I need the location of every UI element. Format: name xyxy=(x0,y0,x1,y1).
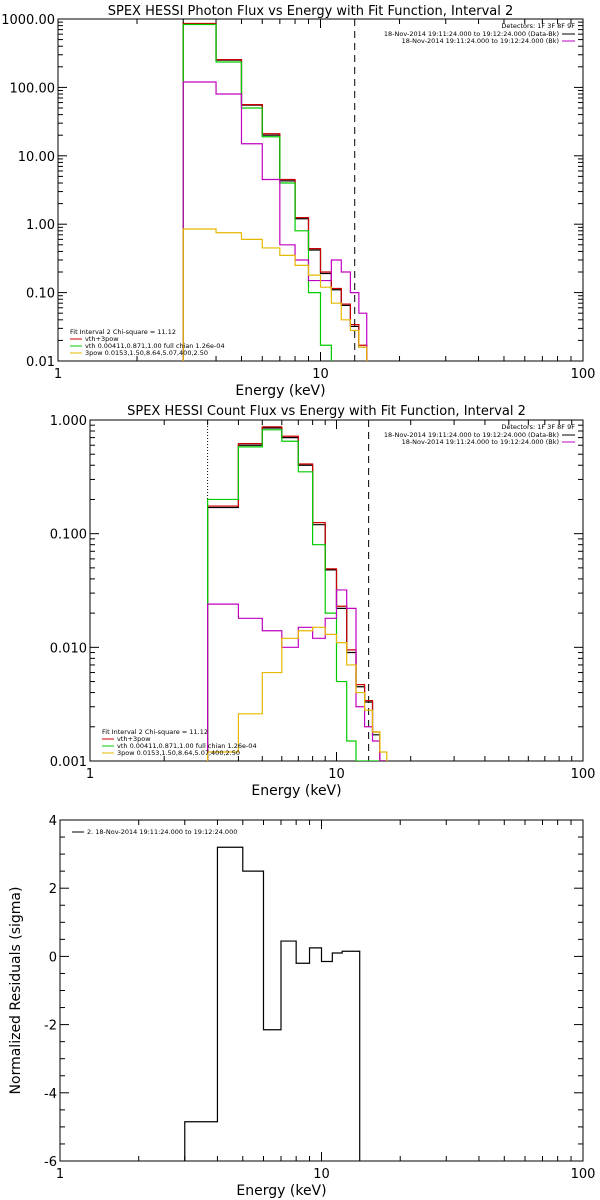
panel-2: SPEX HESSI Count Flux vs Energy with Fit… xyxy=(50,404,596,799)
panel-3: 1 10 100 Energy (keV) -6 -4 -2 0 2 4 Normalized Re… xyxy=(8,814,595,1199)
x-axis: 1 10 100 Energy (keV) xyxy=(54,19,596,399)
y-axis: 0.01 0.10 1.00 10.00 100.00 1000.00 xyxy=(1,13,583,370)
series-line-1 xyxy=(207,427,387,761)
series-line-5 xyxy=(207,626,388,761)
series-line-2 xyxy=(207,426,387,761)
y-tick-label: 4 xyxy=(49,814,57,829)
x-tick-label: 1 xyxy=(54,367,62,382)
y-tick-label: 0.10 xyxy=(26,287,55,302)
series-line-1 xyxy=(182,23,368,361)
series-group xyxy=(184,846,361,1161)
series-line-4 xyxy=(182,81,368,361)
x-tick-label: 100 xyxy=(571,1167,596,1182)
x-axis: 1 10 100 Energy (keV) xyxy=(86,420,596,799)
panel-1: SPEX HESSI Photon Flux vs Energy with Fi… xyxy=(1,4,595,399)
legend-entry: 18-Nov-2014 19:11:24.000 to 19:12:24.000… xyxy=(402,37,559,45)
y-tick-label: -2 xyxy=(44,1019,57,1034)
x-axis-label: Energy (keV) xyxy=(251,783,341,799)
x-tick-label: 100 xyxy=(571,367,596,382)
legend-entry: vth 0.00411,0.871,1.00 full chian 1.26e-… xyxy=(117,742,257,750)
series-group xyxy=(207,426,388,761)
y-tick-label: 1000.00 xyxy=(1,13,55,28)
x-tick-label: 1 xyxy=(56,1167,64,1182)
legend-entry: 18-Nov-2014 19:11:24.000 to 19:12:24.000… xyxy=(384,431,559,439)
y-axis-label: Normalized Residuals (sigma) xyxy=(8,887,24,1095)
x-axis: 1 10 100 Energy (keV) xyxy=(56,820,596,1199)
y-tick-label: 0.010 xyxy=(50,641,87,656)
y-tick-label: 10.00 xyxy=(18,150,55,165)
legend-entry: 3pow 0.0153,1.50,8.64,5.07,400,2.50 xyxy=(117,749,240,757)
y-axis: 0.001 0.010 0.100 1.000 xyxy=(50,414,583,770)
y-tick-label: 0 xyxy=(49,950,57,965)
y-axis: -6 -4 -2 0 2 4 Normalized Residuals (sigma) xyxy=(8,814,583,1170)
series-line-5 xyxy=(182,228,368,361)
x-tick-label: 10 xyxy=(328,767,345,782)
series-line-4 xyxy=(207,589,387,761)
legend-header: Fit Interval 2 Chi-square = 11.12 xyxy=(70,328,176,336)
y-tick-label: 1.000 xyxy=(50,414,87,429)
plot-frame xyxy=(59,819,584,1162)
legend-entry: 2. 18-Nov-2014 19:11:24.000 to 19:12:24.… xyxy=(87,828,237,836)
legend-header: Detectors: 1F 3F 8F 9F xyxy=(501,423,575,431)
legend-left: 2. 18-Nov-2014 19:11:24.000 to 19:12:24.… xyxy=(72,828,237,836)
legend-header: Detectors: 1F 3F 8F 9F xyxy=(501,22,575,30)
x-tick-label: 10 xyxy=(313,1167,330,1182)
series-group xyxy=(182,22,368,361)
x-axis-label: Energy (keV) xyxy=(235,383,325,399)
series-line-1 xyxy=(184,846,361,1161)
legend-entry: vth+3pow xyxy=(117,735,151,743)
legend-entry: vth 0.00411,0.871,1.00 full chian 1.26e-… xyxy=(85,342,225,350)
y-tick-label: 0.01 xyxy=(26,355,55,370)
x-tick-label: 10 xyxy=(312,367,329,382)
chart-title: SPEX HESSI Count Flux vs Energy with Fit… xyxy=(127,404,526,419)
y-tick-label: 1.00 xyxy=(26,218,55,233)
series-line-2 xyxy=(182,22,368,361)
y-tick-label: 0.001 xyxy=(50,755,87,770)
x-axis-label: Energy (keV) xyxy=(236,1183,326,1199)
y-tick-label: 100.00 xyxy=(10,81,56,96)
legend-left: Fit Interval 2 Chi-square = 11.12vth+3po… xyxy=(102,728,257,757)
chart-title: SPEX HESSI Photon Flux vs Energy with Fi… xyxy=(108,4,514,19)
legend-header: Fit Interval 2 Chi-square = 11.12 xyxy=(102,728,208,736)
legend-entry: vth+3pow xyxy=(85,335,119,343)
y-tick-label: 2 xyxy=(49,882,57,897)
y-tick-label: -4 xyxy=(44,1087,57,1102)
legend-entry: 18-Nov-2014 19:11:24.000 to 19:12:24.000… xyxy=(384,30,559,38)
x-tick-label: 1 xyxy=(86,767,94,782)
series-line-3 xyxy=(207,429,387,761)
y-tick-label: -6 xyxy=(44,1155,57,1170)
y-tick-label: 0.100 xyxy=(50,528,87,543)
legend-entry: 3pow 0.0153,1.50,8.64,5.07,400,2.50 xyxy=(85,349,208,357)
legend-left: Fit Interval 2 Chi-square = 11.12vth+3po… xyxy=(70,328,225,357)
series-line-3 xyxy=(182,23,368,361)
x-tick-label: 100 xyxy=(571,767,596,782)
legend-entry: 18-Nov-2014 19:11:24.000 to 19:12:24.000… xyxy=(402,438,559,446)
